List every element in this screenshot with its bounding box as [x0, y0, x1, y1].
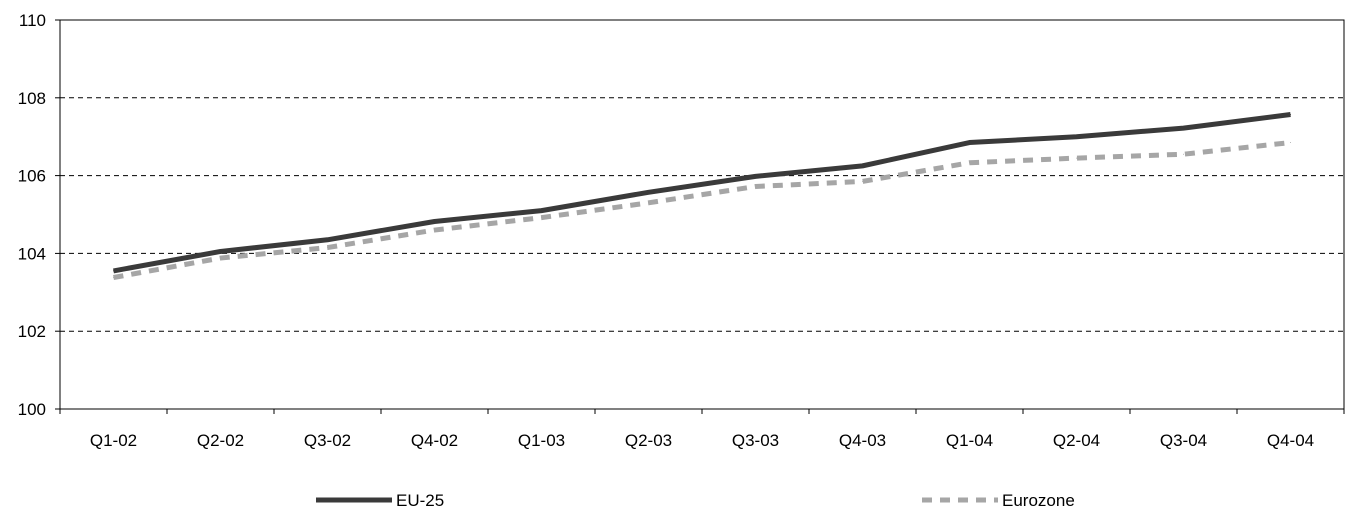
- y-tick-label: 108: [18, 89, 46, 108]
- data-point: [327, 247, 328, 249]
- x-tick-label: Q3-04: [1160, 431, 1207, 450]
- x-tick-label: Q2-03: [625, 431, 672, 450]
- x-tick-label: Q3-02: [304, 431, 351, 450]
- x-tick-label: Q1-02: [90, 431, 137, 450]
- data-point: [755, 185, 756, 187]
- legend-label: EU-25: [396, 491, 444, 510]
- data-point: [113, 277, 114, 279]
- data-point: [1183, 153, 1184, 155]
- x-tick-label: Q2-04: [1053, 431, 1100, 450]
- data-point: [1076, 136, 1077, 138]
- data-point: [1076, 157, 1077, 159]
- data-point: [434, 221, 435, 223]
- data-point: [434, 229, 435, 231]
- x-tick-label: Q4-04: [1267, 431, 1314, 450]
- data-point: [969, 142, 970, 144]
- legend-label: Eurozone: [1002, 491, 1075, 510]
- data-point: [969, 162, 970, 164]
- data-point: [1290, 142, 1291, 144]
- data-point: [755, 175, 756, 177]
- y-tick-label: 100: [18, 400, 46, 419]
- data-point: [1290, 114, 1291, 116]
- data-point: [862, 180, 863, 182]
- data-point: [1183, 127, 1184, 129]
- data-point: [648, 202, 649, 204]
- data-point: [862, 165, 863, 167]
- x-tick-label: Q2-02: [197, 431, 244, 450]
- x-tick-label: Q4-02: [411, 431, 458, 450]
- x-tick-label: Q1-04: [946, 431, 993, 450]
- x-tick-label: Q4-03: [839, 431, 886, 450]
- y-tick-label: 104: [18, 244, 46, 263]
- series-line-eurozone: [113, 140, 1291, 280]
- data-point: [220, 257, 221, 259]
- data-point: [541, 217, 542, 219]
- data-point: [327, 239, 328, 241]
- x-tick-label: Q1-03: [518, 431, 565, 450]
- y-tick-label: 102: [18, 322, 46, 341]
- x-tick-label: Q3-03: [732, 431, 779, 450]
- y-tick-label: 106: [18, 167, 46, 186]
- data-point: [113, 270, 114, 272]
- series-line-eu-25: [113, 112, 1291, 274]
- data-point: [541, 210, 542, 212]
- plot-area-border: [59, 19, 1345, 410]
- data-point: [648, 191, 649, 193]
- data-point: [220, 250, 221, 252]
- y-tick-label: 110: [19, 11, 46, 30]
